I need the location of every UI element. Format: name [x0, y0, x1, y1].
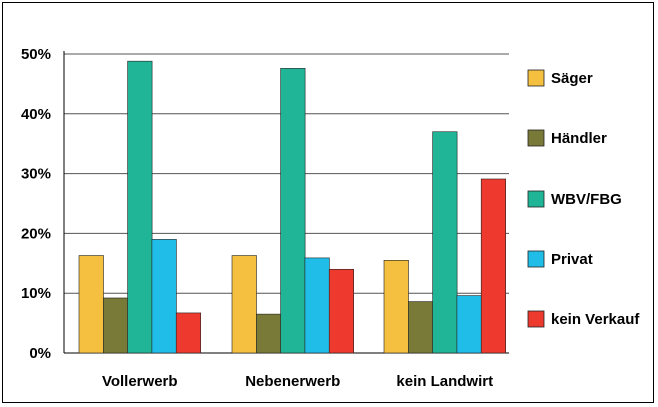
legend-swatch	[527, 310, 545, 328]
bar-händler-2	[407, 301, 434, 354]
bar-kein-verkauf-0	[175, 312, 201, 354]
y-tick-label: 50%	[21, 46, 51, 63]
bar-privat-1	[304, 257, 330, 354]
x-axis-labels: Vollerwerb Nebenerwerb kein Landwirt	[102, 373, 493, 390]
y-tick-label: 40%	[21, 106, 51, 123]
bar-privat-2	[456, 295, 482, 354]
bar-kein-verkauf-2	[480, 178, 507, 354]
bars	[78, 60, 507, 354]
x-category-label: Vollerwerb	[102, 373, 178, 390]
bar-händler-0	[103, 297, 129, 354]
legend-swatch	[527, 69, 545, 87]
y-tick-label: 0%	[29, 345, 51, 362]
bar-wbv-fbg-1	[280, 68, 306, 354]
x-category-label: Nebenerwerb	[245, 373, 340, 390]
x-category-label: kein Landwirt	[396, 373, 493, 390]
bar-kein-verkauf-1	[328, 268, 355, 354]
bar-privat-0	[151, 239, 177, 354]
legend-swatch	[527, 129, 545, 147]
y-tick-label: 20%	[21, 225, 51, 242]
legend-swatch	[527, 250, 545, 268]
y-tick-label: 10%	[21, 285, 51, 302]
legend-label: Händler	[551, 130, 607, 147]
legend-label: WBV/FBG	[551, 191, 622, 208]
y-tick-label: 30%	[21, 166, 51, 183]
bar-säger-2	[383, 260, 409, 354]
legend: Säger Händler WBV/FBG Privat kein Verkauf	[527, 69, 640, 328]
bar-händler-1	[256, 313, 282, 354]
bar-wbv-fbg-0	[127, 60, 153, 354]
bar-chart: 0% 10% 20% 30% 40% 50% Vollerwerb Nebenerwerb k…	[21, 46, 640, 390]
bar-säger-0	[78, 255, 104, 354]
bar-wbv-fbg-2	[432, 131, 458, 354]
legend-label: Säger	[551, 70, 593, 87]
legend-label: Privat	[551, 251, 593, 268]
chart-frame: 0% 10% 20% 30% 40% 50% Vollerwerb Nebenerwerb k…	[2, 2, 654, 403]
bar-säger-1	[231, 255, 257, 354]
legend-swatch	[527, 190, 545, 208]
y-axis-labels: 0% 10% 20% 30% 40% 50%	[21, 46, 51, 362]
legend-label: kein Verkauf	[551, 311, 640, 328]
